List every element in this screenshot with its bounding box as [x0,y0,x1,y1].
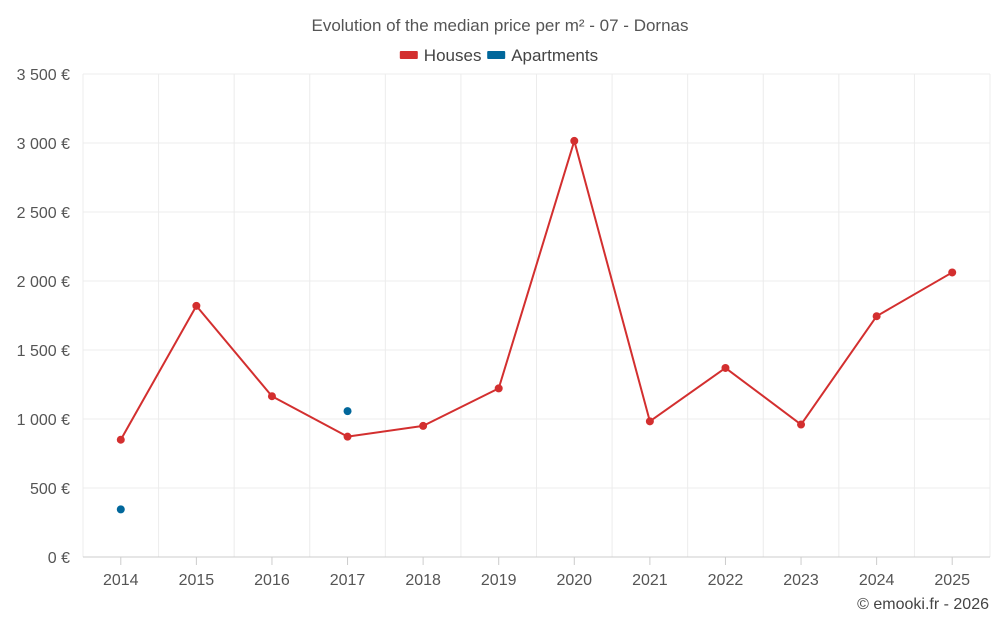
series-line-segment-houses [724,366,803,426]
x-tick-label: 2015 [179,572,215,589]
data-point-houses[interactable] [116,435,125,444]
y-tick-label: 1 500 € [17,343,70,360]
y-tick-label: 0 € [48,550,70,567]
data-point-houses[interactable] [872,312,881,321]
x-tick-label: 2025 [934,572,970,589]
series-layer [116,136,957,514]
data-point-houses[interactable] [192,301,201,310]
series-line-segment-houses [195,304,273,398]
x-tick-label: 2016 [254,572,290,589]
series-line-segment-houses [800,315,878,426]
data-point-houses[interactable] [267,392,276,401]
y-tick-label: 3 500 € [17,67,70,84]
series-apartments [116,407,352,514]
y-tick-label: 1 000 € [17,412,70,429]
x-tick-label: 2018 [405,572,441,589]
data-point-houses[interactable] [645,417,654,426]
x-tick-label: 2021 [632,572,668,589]
series-line-segment-houses [573,139,651,423]
series-line-segment-houses [119,304,198,441]
legend-swatch [487,51,506,59]
chart-credit: © emooki.fr - 2026 [857,596,989,613]
grid [82,73,991,557]
data-point-apartments[interactable] [116,505,125,514]
data-point-houses[interactable] [948,268,957,277]
legend-item-houses[interactable]: Houses [399,46,482,65]
series-line-segment-houses [422,387,500,427]
x-tick-label: 2019 [481,572,517,589]
data-point-houses[interactable] [570,136,579,145]
legend-label: Houses [424,46,482,65]
data-point-houses[interactable] [797,420,806,429]
data-point-apartments[interactable] [343,407,352,416]
x-tick-label: 2023 [783,572,819,589]
y-tick-label: 2 000 € [17,274,70,291]
x-tick-label: 2022 [708,572,744,589]
series-line-segment-houses [648,366,727,423]
y-tick-label: 3 000 € [17,136,70,153]
series-line-segment-houses [497,139,576,390]
chart-title: Evolution of the median price per m² - 0… [311,16,688,35]
legend-label: Apartments [511,46,598,65]
series-line-segment-houses [875,271,954,318]
y-tick-label: 2 500 € [17,205,70,222]
series-line-segment-houses [346,424,425,438]
series-line-segment-houses [270,395,349,438]
x-tick-label: 2020 [556,572,592,589]
y-tick-label: 500 € [30,481,70,498]
legend-swatch [399,51,418,59]
legend-item-apartments[interactable]: Apartments [487,46,598,65]
data-point-houses[interactable] [419,421,428,430]
data-point-houses[interactable] [343,432,352,441]
series-houses [116,136,957,444]
x-tick-label: 2017 [330,572,366,589]
data-point-houses[interactable] [494,384,503,393]
data-point-houses[interactable] [721,363,730,372]
legend: Houses Apartments [399,46,598,65]
x-tick-label: 2024 [859,572,895,589]
x-tick-label: 2014 [103,572,139,589]
axes: 0 € 500 € 1 000 € 1 500 € 2 000 € 2 500 € 3 00… [17,67,990,589]
